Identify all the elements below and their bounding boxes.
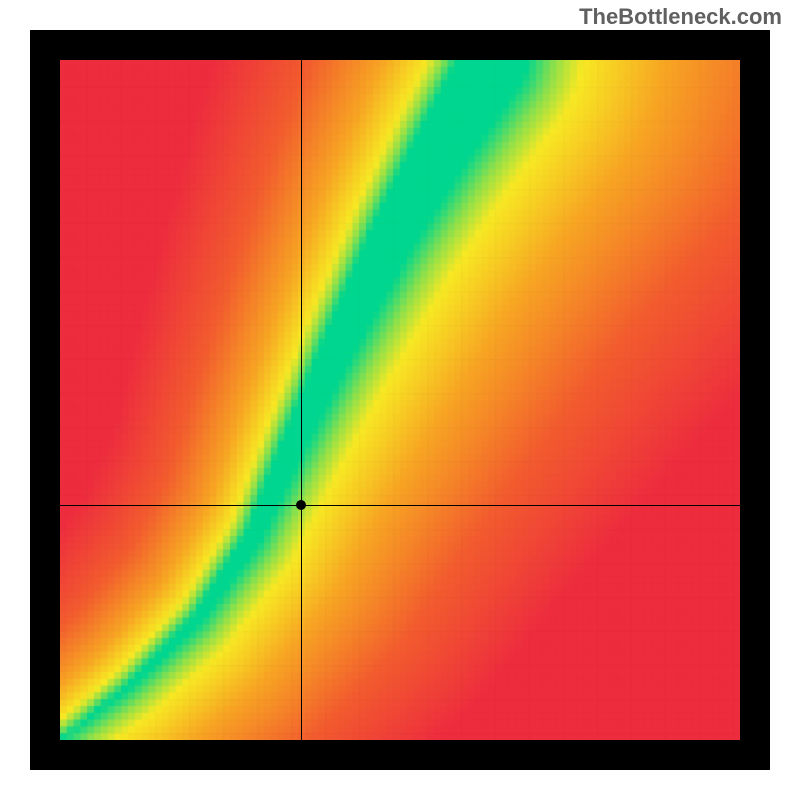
heatmap-canvas	[60, 60, 740, 740]
chart-frame	[30, 30, 770, 770]
watermark-text: TheBottleneck.com	[579, 4, 782, 30]
crosshair-marker	[296, 500, 306, 510]
crosshair-horizontal	[60, 505, 740, 506]
crosshair-vertical	[301, 60, 302, 740]
heatmap-plot	[60, 60, 740, 740]
